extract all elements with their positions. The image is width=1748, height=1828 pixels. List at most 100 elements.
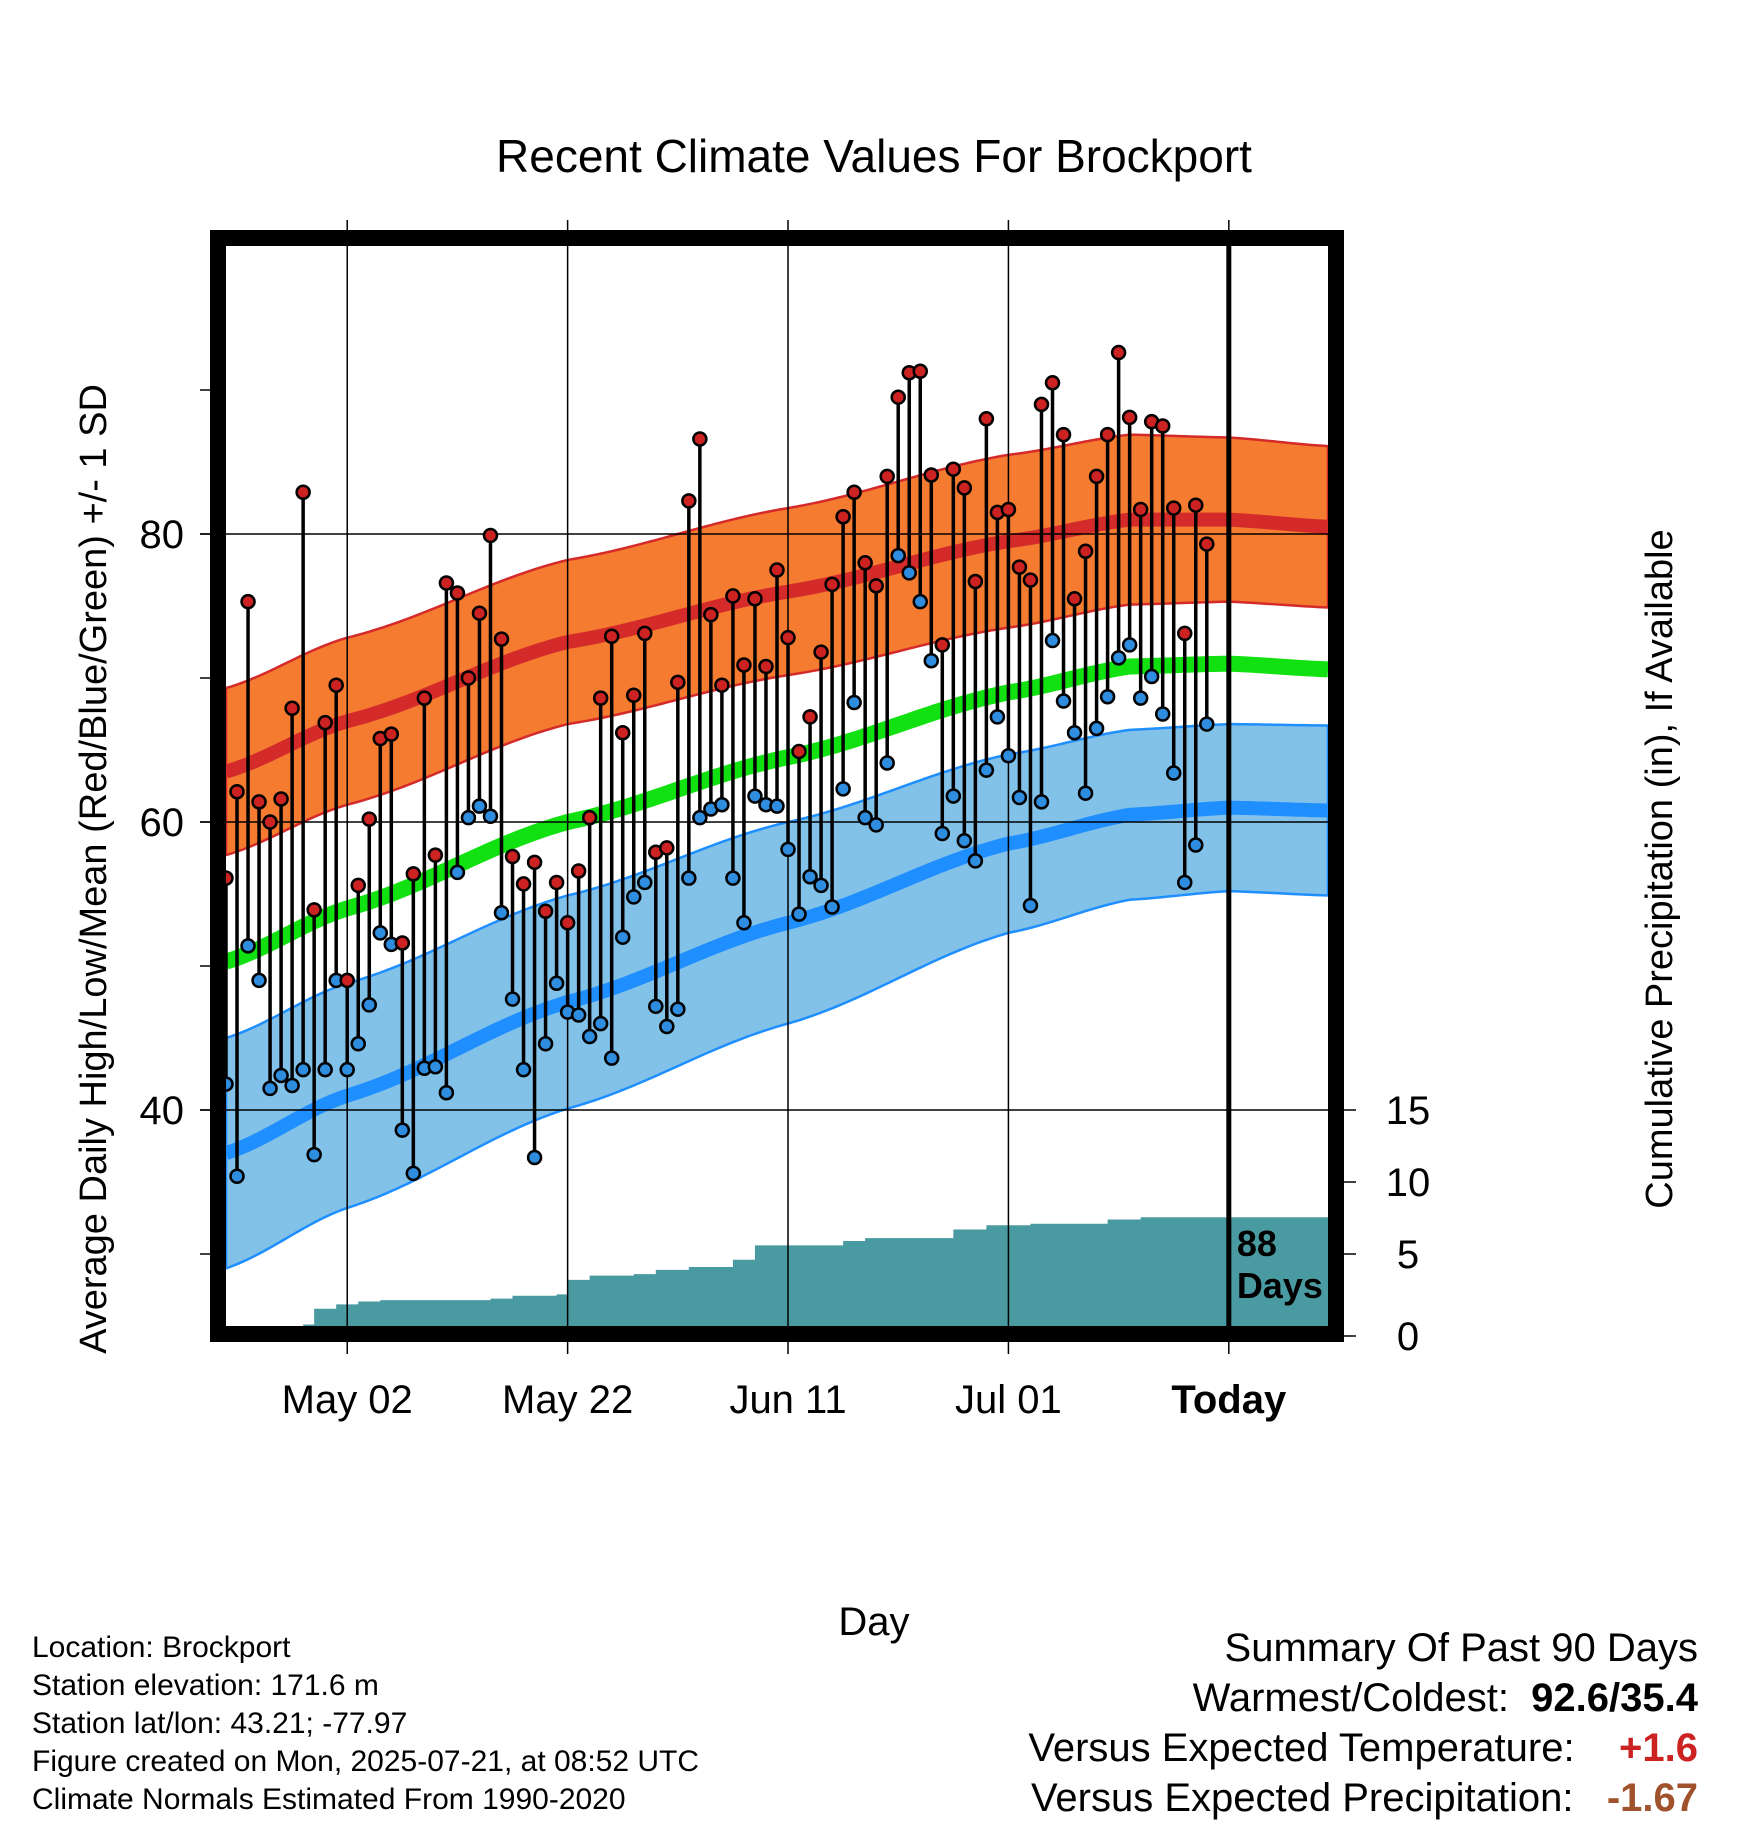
daily-low-point <box>460 809 477 826</box>
daily-low-point <box>1055 693 1072 709</box>
daily-high-point <box>405 866 422 882</box>
daily-low-point <box>1154 706 1171 722</box>
daily-low-point <box>1143 668 1160 685</box>
summary-temp-label: Versus Expected Temperature: <box>1028 1726 1575 1770</box>
daily-low-point <box>956 832 973 849</box>
daily-high-point <box>226 870 234 886</box>
daily-low-point <box>295 1061 311 1078</box>
daily-low-point <box>1033 794 1050 810</box>
daily-high-point <box>1077 543 1094 560</box>
daily-high-point <box>1110 344 1127 361</box>
daily-high-point <box>251 794 267 810</box>
daily-low-point <box>394 1122 411 1138</box>
daily-low-point <box>791 906 807 922</box>
daily-high-point <box>581 809 598 826</box>
daily-high-point <box>1121 409 1138 426</box>
y-tick-label: 80 <box>140 513 185 557</box>
info-latlon: Station lat/lon: 43.21; -77.97 <box>32 1707 408 1740</box>
daily-low-point <box>813 877 829 894</box>
daily-low-point <box>1088 720 1105 737</box>
daily-low-point <box>802 868 818 885</box>
y2-tick-label: 0 <box>1397 1315 1419 1359</box>
daily-high-point <box>978 411 995 427</box>
summary-precip-label: Versus Expected Precipitation: <box>1030 1776 1574 1820</box>
daily-low-point <box>262 1080 278 1097</box>
info-elevation: Station elevation: 171.6 m <box>32 1669 379 1702</box>
daily-low-point <box>614 929 631 945</box>
daily-high-point <box>758 658 774 675</box>
x-tick-label: Today <box>1171 1378 1287 1422</box>
daily-low-point <box>570 1007 587 1023</box>
daily-high-point <box>504 848 521 865</box>
daily-high-point <box>780 629 796 646</box>
daily-high-point <box>427 847 444 863</box>
today-days-label-line: Days <box>1237 1265 1323 1306</box>
daily-low-point <box>482 808 499 824</box>
daily-low-point <box>526 1149 543 1166</box>
daily-low-point <box>1099 688 1116 705</box>
daily-low-point <box>934 825 951 842</box>
daily-high-point <box>339 972 355 989</box>
daily-low-point <box>515 1061 532 1078</box>
daily-high-point <box>1000 501 1017 518</box>
daily-low-point <box>1121 637 1138 653</box>
daily-high-point <box>802 709 818 725</box>
daily-low-point <box>1211 0 1224 7</box>
daily-high-point <box>1165 500 1182 516</box>
plot-area: 88 Days 40 60 80 0 5 10 15 May 02 May 22 Jun 11 Jul … <box>140 0 1431 1422</box>
daily-low-point <box>659 1018 675 1035</box>
daily-low-point <box>229 1168 245 1184</box>
plot-inner <box>226 0 1328 1326</box>
y2-tick-label: 10 <box>1386 1161 1431 1205</box>
info-normals: Climate Normals Estimated From 1990-2020 <box>32 1783 626 1816</box>
daily-high-point <box>1055 426 1072 443</box>
daily-low-point <box>714 796 730 813</box>
daily-low-point <box>857 809 873 826</box>
summary-temp-value: +1.6 <box>1619 1726 1698 1770</box>
daily-low-point <box>1110 650 1127 666</box>
daily-high-point <box>1099 426 1116 443</box>
daily-high-point <box>438 575 455 591</box>
daily-high-point <box>328 677 344 693</box>
daily-low-point <box>978 762 995 778</box>
daily-high-point <box>1044 375 1061 391</box>
daily-low-point <box>824 899 840 915</box>
daily-low-point <box>1132 690 1149 706</box>
daily-high-point <box>603 628 620 644</box>
daily-high-point <box>515 876 532 892</box>
daily-high-point <box>1199 536 1215 552</box>
daily-high-point <box>956 480 973 496</box>
y-axis-label: Average Daily High/Low/Mean (Red/Blue/Gr… <box>73 384 115 1354</box>
daily-high-point <box>306 902 322 918</box>
daily-low-point <box>1066 724 1083 741</box>
daily-low-point <box>625 889 642 905</box>
daily-high-point <box>262 814 278 830</box>
daily-low-point <box>912 593 929 610</box>
daily-low-point <box>361 997 378 1013</box>
x-tick-label: Jun 11 <box>729 1378 846 1422</box>
daily-low-point <box>1165 765 1182 781</box>
daily-high-point <box>879 468 895 485</box>
daily-high-point <box>548 874 565 891</box>
daily-low-point <box>1022 897 1039 914</box>
daily-low-point <box>493 904 510 921</box>
daily-high-point <box>923 467 940 483</box>
daily-low-point <box>427 1059 444 1075</box>
daily-high-point <box>703 606 719 623</box>
daily-low-point <box>339 1061 355 1078</box>
low-normal-line <box>226 800 1328 1160</box>
daily-high-point <box>736 657 752 673</box>
daily-low-point <box>405 1165 422 1182</box>
x-tick-label: Jul 01 <box>955 1378 1062 1422</box>
daily-high-point <box>890 389 906 405</box>
daily-high-point <box>835 508 851 525</box>
info-created: Figure created on Mon, 2025-07-21, at 08… <box>32 1745 700 1778</box>
summary-warmest-value: 92.6/35.4 <box>1531 1676 1698 1720</box>
daily-high-point <box>1022 572 1039 588</box>
daily-high-point <box>791 743 807 760</box>
daily-high-point <box>912 363 929 380</box>
daily-high-point <box>1066 591 1083 607</box>
daily-high-point <box>868 578 884 594</box>
daily-high-point <box>383 726 400 742</box>
daily-low-point <box>835 781 851 797</box>
